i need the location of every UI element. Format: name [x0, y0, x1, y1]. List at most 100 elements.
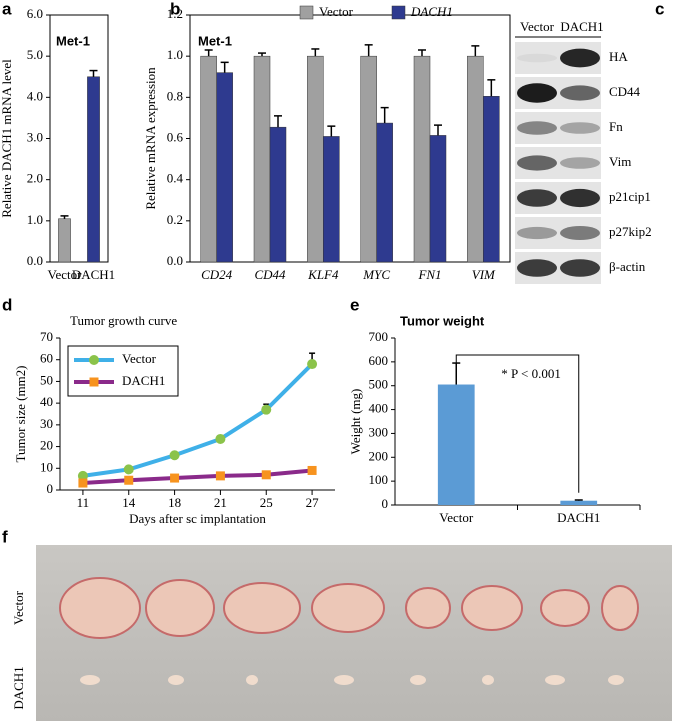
y-tick-label: 300	[369, 424, 389, 439]
panel-label: b	[170, 0, 180, 18]
x-tick-label: 21	[214, 495, 227, 510]
y-tick-label: 0.6	[167, 129, 184, 144]
y-tick-label: 500	[369, 377, 389, 392]
blot-band	[560, 48, 600, 68]
marker	[215, 471, 225, 481]
blot-band	[517, 53, 557, 63]
y-tick-label: 0.2	[167, 212, 183, 227]
x-tick-label: KLF4	[307, 267, 339, 282]
y-tick-label: 0	[382, 496, 389, 511]
x-tick-label: MYC	[362, 267, 390, 282]
marker	[77, 470, 88, 481]
bar	[87, 76, 100, 263]
bar	[437, 384, 475, 505]
tumor-small	[410, 675, 426, 685]
blot-band	[517, 189, 557, 207]
panel-label: d	[2, 295, 12, 314]
panel-label: a	[2, 0, 12, 18]
panel-label: f	[2, 527, 8, 546]
y-axis-title: Tumor size (mm2)	[13, 365, 28, 462]
legend-label: Vector	[122, 351, 157, 366]
blot-band	[517, 226, 557, 240]
blot-band	[560, 157, 600, 169]
tumor	[540, 589, 590, 627]
legend-swatch	[299, 5, 314, 20]
marker	[261, 470, 271, 480]
legend-marker	[89, 377, 99, 387]
marker	[307, 465, 317, 475]
x-tick-label: 18	[168, 495, 181, 510]
line	[82, 362, 314, 478]
x-tick-label: VIM	[472, 267, 496, 282]
line	[82, 468, 313, 486]
bar	[200, 55, 217, 263]
tumor	[311, 583, 385, 633]
tumor-small	[545, 675, 565, 685]
marker	[215, 433, 226, 444]
y-tick-label: 0.8	[167, 88, 183, 103]
plot-frame	[189, 14, 511, 263]
tumor-small	[334, 675, 354, 685]
x-tick-label: 11	[77, 495, 90, 510]
marker	[261, 404, 272, 415]
x-tick-label: 14	[122, 495, 136, 510]
chart-title: Tumor weight	[400, 313, 485, 328]
blot-strip	[515, 112, 601, 144]
tumor-small	[168, 675, 184, 685]
y-tick-label: 4.0	[27, 88, 43, 103]
y-tick-label: 600	[369, 353, 389, 368]
blot-band	[560, 85, 600, 101]
legend-swatch	[391, 5, 406, 20]
bar	[560, 500, 598, 505]
bar	[216, 72, 233, 263]
chart-title: Met-1	[56, 33, 90, 48]
y-tick-label: 0.0	[27, 253, 43, 268]
tumor-small	[246, 675, 258, 685]
photo-row-label: Vector	[11, 590, 26, 625]
y-tick-label: 700	[369, 329, 389, 344]
x-tick-label: 25	[260, 495, 273, 510]
blot-column-label: DACH1	[560, 19, 603, 34]
blot-band	[560, 226, 600, 240]
significance-bracket	[455, 354, 580, 493]
x-tick-label: Vector	[439, 510, 474, 525]
bar	[58, 218, 71, 263]
x-tick-label: FN1	[417, 267, 441, 282]
x-tick-label: DACH1	[557, 510, 600, 525]
y-tick-label: 1.2	[167, 6, 183, 21]
blot-row-label: HA	[609, 49, 628, 64]
tumor-photo	[36, 545, 672, 721]
y-tick-label: 400	[369, 401, 389, 416]
y-tick-label: 50	[40, 372, 53, 387]
blot-band	[560, 188, 600, 208]
annotation: * P < 0.001	[501, 366, 561, 381]
y-tick-label: 100	[369, 472, 389, 487]
y-tick-label: 40	[40, 394, 53, 409]
tumor	[59, 577, 141, 639]
y-tick-label: 20	[40, 438, 53, 453]
y-tick-label: 1.0	[27, 212, 43, 227]
tumor-small	[482, 675, 494, 685]
blot-band	[517, 155, 557, 171]
y-tick-label: 60	[40, 351, 53, 366]
bar	[323, 136, 340, 263]
tumor	[601, 585, 639, 631]
y-tick-label: 10	[40, 459, 53, 474]
y-tick-label: 2.0	[27, 171, 43, 186]
marker	[169, 450, 180, 461]
bar	[467, 55, 484, 263]
marker	[170, 473, 180, 483]
chart-title: Tumor growth curve	[70, 313, 177, 328]
panel-label: c	[655, 0, 664, 18]
x-tick-label: Vector	[48, 267, 83, 282]
marker	[307, 359, 318, 370]
blot-row-label: Fn	[609, 119, 623, 134]
legend-box	[67, 345, 179, 397]
bar	[307, 55, 324, 263]
panel-label: e	[350, 295, 359, 314]
marker	[78, 478, 88, 488]
blot-band	[517, 83, 557, 103]
marker	[123, 464, 134, 475]
y-tick-label: 0.4	[167, 171, 184, 186]
